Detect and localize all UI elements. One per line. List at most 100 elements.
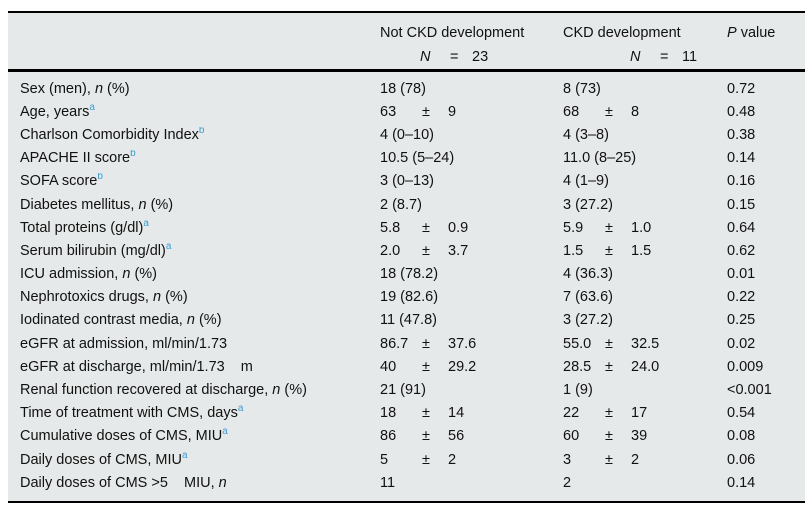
italic-n: n: [186, 312, 195, 329]
row-label: ICU admission, n (%): [8, 266, 380, 282]
table-header: Not CKD development CKD development P va…: [8, 13, 805, 69]
plus-minus-sign: ±: [605, 219, 613, 236]
row-label: eGFR at admission, ml/min/1.73: [8, 336, 380, 352]
cell-ckd: 2: [563, 474, 572, 491]
cell-not-ckd: 11 (47.8): [380, 312, 437, 329]
cell-p-value: 0.72: [727, 80, 756, 97]
cell-p-value: 0.06: [727, 451, 756, 468]
plus-minus-sign: ±: [605, 103, 613, 120]
italic-n: n: [272, 382, 281, 399]
table-bottom-rule: [8, 501, 805, 504]
cell-p-value: 0.08: [727, 428, 756, 445]
sd-value: 2: [631, 451, 640, 468]
cell-ckd: 60 ±39: [563, 428, 713, 444]
label-text: eGFR at admission, ml/min/1.73: [20, 335, 228, 352]
row-label: Iodinated contrast media, n (%): [8, 312, 380, 328]
table-row: Total proteins (g/dl)a 5.8 ±0.9 5.9 ±1.0 0.64: [8, 216, 805, 239]
plus-minus-sign: ±: [605, 428, 613, 445]
table-row: SOFA scoreb 3 (0–13) 4 (1–9) 0.16: [8, 170, 805, 193]
cell-not-ckd: 21 (91): [380, 382, 426, 399]
label-text: Cumulative doses of CMS, MIU: [20, 428, 223, 445]
cell-not-ckd: 40 ±29.2: [380, 359, 563, 375]
label-text: Total proteins (g/dl): [20, 219, 144, 236]
cell-p-value: 0.38: [727, 126, 756, 143]
cell-ckd: 1 (9): [563, 382, 593, 399]
cell-p-value: 0.15: [727, 196, 756, 213]
sd-value: 0.9: [448, 219, 469, 236]
row-label: Serum bilirubin (mg/dl)a: [8, 243, 380, 259]
cell-not-ckd: 18 (78.2): [380, 266, 439, 283]
cell-ckd: 4 (1–9): [563, 173, 609, 190]
sd-value: 37.6: [448, 335, 477, 352]
cell-not-ckd: 11: [380, 474, 396, 491]
cell-ckd: 1.5 ±1.5: [563, 243, 713, 259]
sd-value: 1.0: [631, 219, 652, 236]
cell-not-ckd: 2.0 ±3.7: [380, 243, 563, 259]
sd-value: 14: [448, 405, 465, 422]
plus-minus-sign: ±: [422, 358, 430, 375]
table-row: Time of treatment with CMS, daysa 18 ±14 22…: [8, 402, 805, 425]
cell-not-ckd: 86 ±56: [380, 428, 563, 444]
label-text: Iodinated contrast media,: [20, 312, 187, 329]
n-symbol: N: [630, 49, 641, 65]
cell-ckd: 22 ±17: [563, 405, 713, 421]
footnote-superscript: a: [89, 103, 95, 113]
plus-minus-sign: ±: [605, 358, 613, 375]
cell-not-ckd: 86.7 ±37.6: [380, 336, 563, 352]
plus-minus-sign: ±: [422, 335, 430, 352]
row-label: Age, yearsa: [8, 104, 380, 120]
cell-ckd: 3 (27.2): [563, 196, 613, 213]
mean-value: 18: [380, 405, 397, 422]
header-n-ckd: N = 11: [603, 49, 780, 65]
italic-n: n: [218, 474, 227, 491]
cell-ckd: 28.5 ±24.0: [563, 359, 713, 375]
sd-value: 17: [631, 405, 648, 422]
table-row: Daily doses of CMS >5 MIU, n 11 2 0.14: [8, 471, 805, 494]
table-row: Iodinated contrast media, n (%) 11 (47.8)…: [8, 309, 805, 332]
cell-not-ckd: 2 (8.7): [380, 196, 422, 213]
table-row: Charlson Comorbidity Indexb 4 (0–10) 4 (3–…: [8, 123, 805, 146]
mean-value: 22: [563, 405, 580, 422]
label-text: ICU admission,: [20, 266, 123, 283]
label-text: (%): [130, 266, 158, 283]
table-row: eGFR at admission, ml/min/1.73 86.7 ±37.6 5…: [8, 332, 805, 355]
row-label: APACHE II scoreb: [8, 150, 380, 166]
row-label: eGFR at discharge, ml/min/1.73 m: [8, 359, 380, 375]
cell-not-ckd: 63 ±9: [380, 104, 563, 120]
label-text: (%): [146, 196, 174, 213]
row-label: Diabetes mellitus, n (%): [8, 197, 380, 213]
italic-n: n: [94, 80, 104, 97]
equals-sign: =: [450, 49, 459, 65]
cell-not-ckd: 10.5 (5–24): [380, 150, 455, 167]
italic-n: n: [152, 289, 162, 306]
sd-value: 24.0: [631, 358, 660, 375]
mean-value: 55.0: [563, 335, 592, 352]
sd-value: 2: [448, 451, 457, 468]
plus-minus-sign: ±: [422, 428, 430, 445]
table-row: Serum bilirubin (mg/dl)a 2.0 ±3.7 1.5 ±1.5 0.…: [8, 239, 805, 262]
label-text: (%): [103, 80, 130, 97]
cell-not-ckd: 3 (0–13): [380, 173, 435, 190]
label-text: Time of treatment with CMS, days: [20, 405, 238, 422]
sd-value: 39: [631, 428, 648, 445]
cell-not-ckd: 18 (78): [380, 80, 426, 97]
header-n-not-ckd: N = 23: [380, 49, 603, 65]
cell-p-value: 0.62: [727, 242, 756, 259]
label-text: Daily doses of CMS >5 MIU,: [20, 474, 219, 491]
sd-value: 3.7: [448, 242, 469, 259]
italic-n: n: [138, 196, 147, 213]
cell-p-value: 0.14: [727, 474, 756, 491]
footnote-superscript: b: [97, 173, 103, 183]
label-text: (%): [194, 312, 222, 329]
mean-value: 63: [380, 103, 397, 120]
header-row-counts: N = 23 N = 11: [8, 45, 805, 69]
cell-p-value: 0.009: [727, 358, 764, 375]
cell-p-value: <0.001: [727, 382, 772, 399]
label-text: (%): [280, 382, 307, 399]
italic-n: n: [122, 266, 131, 283]
footnote-superscript: a: [237, 405, 244, 415]
row-label: Total proteins (g/dl)a: [8, 220, 380, 236]
plus-minus-sign: ±: [422, 219, 430, 236]
header-row-groups: Not CKD development CKD development P va…: [8, 21, 805, 45]
sd-value: 56: [448, 428, 465, 445]
